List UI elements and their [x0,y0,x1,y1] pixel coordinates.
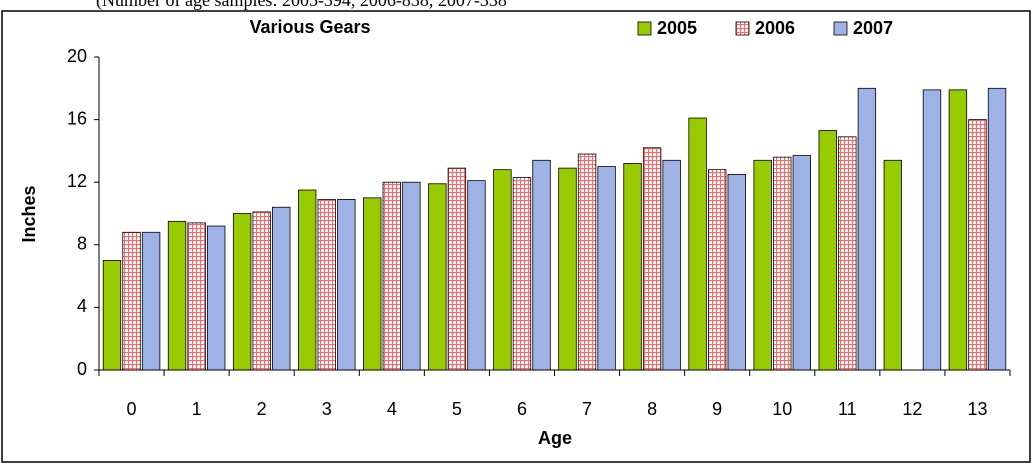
bar [968,119,987,371]
bar [428,183,447,371]
legend-swatch [735,21,750,36]
bar [558,167,577,371]
bar [838,136,857,371]
x-axis-label: Age [538,428,572,448]
legend-label: 2006 [755,18,795,38]
x-tick-label: 10 [772,399,792,419]
x-tick-label: 4 [387,399,397,419]
legend-swatch [637,21,652,36]
bar [337,199,356,371]
bar [206,225,226,371]
bar [773,156,792,371]
x-tick-label: 1 [192,399,202,419]
bar [857,87,877,371]
bar [467,180,486,371]
bar [818,130,837,371]
x-tick-label: 7 [582,399,592,419]
bar [727,173,746,371]
y-tick-label: 16 [67,108,87,128]
bar [532,159,551,371]
bar [141,231,161,371]
bar [688,117,707,371]
y-axis-label: Inches [19,185,39,242]
subtitle: (Number of age samples: 2005-394, 2006-8… [96,0,507,11]
bar [447,167,467,371]
x-tick-label: 12 [902,399,922,419]
bar [662,159,681,371]
bar [363,197,382,371]
legend-label: 2007 [853,18,893,38]
bar [102,260,122,371]
x-tick-label: 5 [452,399,462,419]
x-tick-label: 13 [967,399,987,419]
y-tick-label: 0 [77,359,87,379]
bar [707,169,727,371]
bar [792,155,812,371]
y-tick-label: 12 [67,171,87,191]
bar [948,89,968,371]
bar [167,220,187,371]
x-tick-label: 3 [322,399,332,419]
bar [597,166,616,371]
bar [642,147,662,371]
bar [922,89,942,371]
bar [512,177,532,371]
y-tick-label: 4 [77,296,87,316]
x-tick-label: 0 [127,399,137,419]
bar [297,189,317,371]
x-tick-label: 2 [257,399,267,419]
bar [623,163,642,371]
x-tick-label: 8 [647,399,657,419]
bar [402,181,421,371]
bar [187,222,206,371]
bar [577,153,597,371]
chart-frame [1,10,1031,463]
bar [883,159,903,371]
bar [493,169,512,371]
x-tick-label: 11 [838,399,857,419]
bar [232,213,252,371]
x-tick-label: 6 [517,399,527,419]
bar [317,199,336,371]
bar [252,211,271,371]
x-tick-label: 9 [712,399,722,419]
bar [987,87,1007,371]
bar [382,181,402,371]
legend-label: 2005 [657,18,697,38]
bar [272,206,291,371]
legend-swatch [833,21,848,36]
y-tick-label: 8 [77,234,87,254]
bar [122,231,141,371]
bar [753,159,772,371]
y-tick-label: 20 [67,46,87,66]
chart-title: Various Gears [249,17,370,37]
